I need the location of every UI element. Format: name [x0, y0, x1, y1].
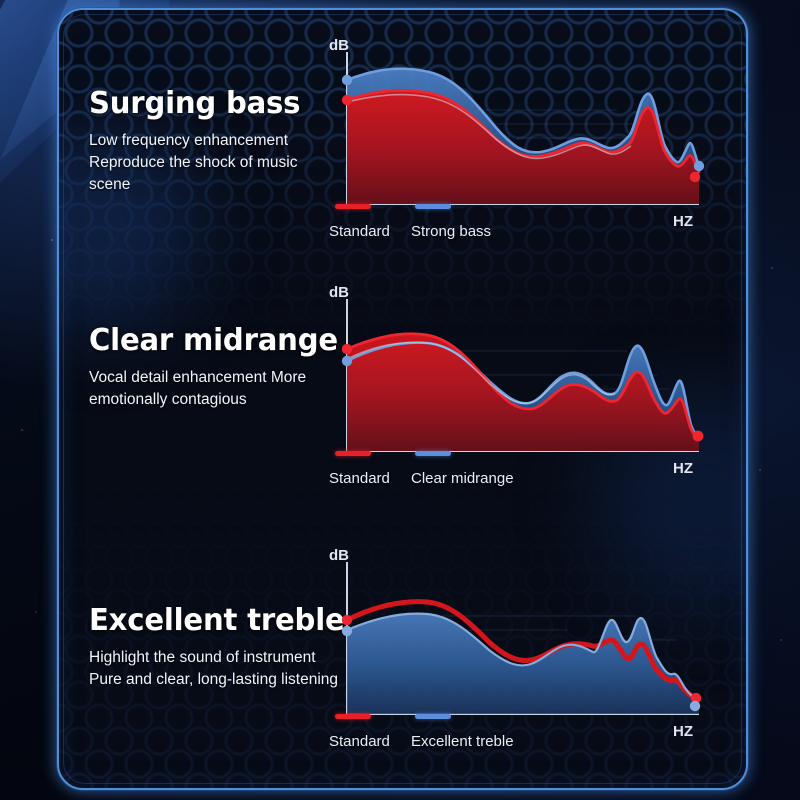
chart-midrange-blue-start-dot: [341, 355, 353, 367]
chart-treble-blue-start-dot: [341, 625, 353, 637]
legend-swatch-standard: [335, 714, 371, 719]
chart-treble-y-axis-label: dB: [329, 548, 349, 564]
chart-bass-blue-start-dot: [341, 74, 353, 86]
legend-label-standard: Standard: [329, 470, 390, 487]
chart-midrange-series-red-area: [347, 333, 699, 451]
chart-midrange-x-axis-label: HZ: [673, 460, 693, 477]
chart-midrange: dB HZ: [317, 285, 717, 487]
chart-midrange-legend-labels: Standard Clear midrange: [327, 470, 707, 492]
feature-text-treble: Excellent treble Highlight the sound of …: [89, 603, 345, 691]
legend-swatch-standard: [335, 204, 371, 209]
chart-bass-blue-end-dot: [693, 160, 705, 172]
feature-description-midrange: Vocal detail enhancement More emotionall…: [89, 368, 307, 408]
chart-treble-red-start-dot: [341, 614, 353, 626]
chart-bass-x-axis-label: HZ: [673, 213, 693, 230]
chart-bass-legend-swatches: [327, 204, 707, 212]
legend-label-enhanced: Clear midrange: [411, 470, 514, 487]
feature-title-treble: Excellent treble: [89, 603, 345, 638]
legend-swatch-standard: [335, 451, 371, 456]
chart-bass-reference-line: [346, 93, 632, 160]
feature-title-bass: Surging bass: [89, 86, 301, 121]
chart-treble-legend-labels: Standard Excellent treble: [327, 733, 707, 755]
chart-treble-x-axis-label: HZ: [673, 723, 693, 740]
chart-treble-legend-swatches: [327, 714, 707, 722]
chart-midrange-red-start-dot: [341, 343, 353, 355]
chart-midrange-svg: dB HZ: [329, 285, 704, 477]
legend-swatch-enhanced: [415, 204, 451, 209]
chart-treble: dB HZ: [317, 548, 717, 750]
legend-label-standard: Standard: [329, 223, 390, 240]
chart-treble-red-end-dot: [690, 692, 702, 704]
chart-bass-y-axis-label: dB: [329, 38, 349, 54]
legend-label-enhanced: Strong bass: [411, 223, 492, 240]
chart-midrange-legend-swatches: [327, 451, 707, 459]
feature-text-bass: Surging bass Low frequency enhancement R…: [89, 88, 339, 196]
chart-treble-legend: Standard Excellent treble: [327, 714, 707, 755]
chart-bass-series-red-area: [347, 90, 699, 204]
feature-description-treble: Highlight the sound of instrument Pure a…: [89, 648, 339, 688]
chart-bass-red-end-dot: [689, 171, 701, 183]
legend-label-standard: Standard: [329, 733, 390, 750]
chart-treble-svg: dB HZ: [329, 548, 702, 740]
feature-text-midrange: Clear midrange Vocal detail enhancement …: [89, 325, 339, 411]
feature-description-bass: Low frequency enhancement Reproduce the …: [89, 131, 298, 194]
chart-midrange-reference-line: [346, 341, 616, 405]
chart-bass-legend-labels: Standard Strong bass: [327, 223, 707, 245]
chart-bass: dB HZ: [317, 38, 717, 240]
chart-treble-series-blue-line: [345, 612, 701, 702]
chart-midrange-y-axis-label: dB: [329, 285, 349, 301]
legend-swatch-enhanced: [415, 714, 451, 719]
feature-title-midrange: Clear midrange: [89, 323, 338, 358]
chart-midrange-red-end-dot: [692, 430, 704, 442]
chart-midrange-legend: Standard Clear midrange: [327, 451, 707, 492]
feature-card: Surging bass Low frequency enhancement R…: [57, 8, 748, 790]
chart-bass-red-start-dot: [341, 94, 353, 106]
chart-bass-series-red-line: [345, 89, 701, 174]
legend-swatch-enhanced: [415, 451, 451, 456]
chart-bass-svg: dB HZ: [329, 38, 705, 230]
chart-bass-series-blue-line: [345, 67, 701, 168]
chart-midrange-series-red-line: [345, 332, 701, 439]
chart-treble-blue-end-dot: [689, 700, 701, 712]
chart-treble-series-red-line: [344, 599, 701, 703]
legend-label-enhanced: Excellent treble: [411, 733, 514, 750]
chart-bass-legend: Standard Strong bass: [327, 204, 707, 245]
